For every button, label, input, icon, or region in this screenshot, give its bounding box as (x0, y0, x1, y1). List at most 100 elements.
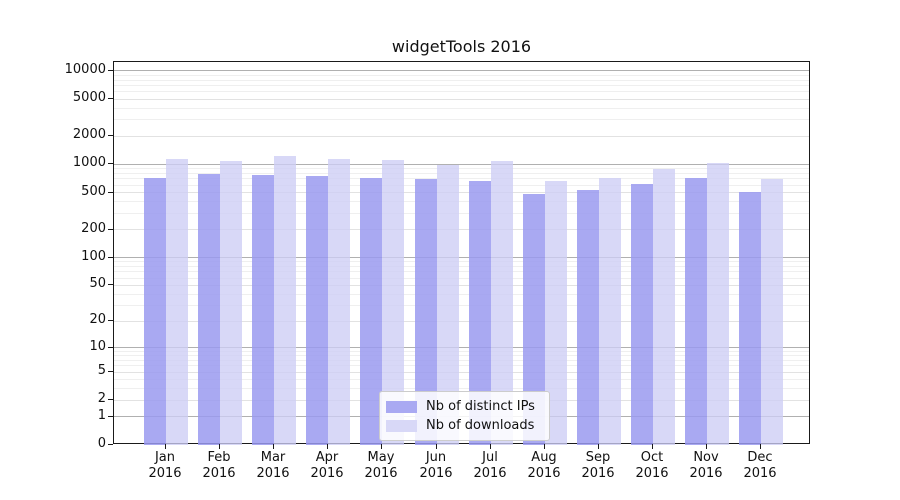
x-tick-label-may: May 2016 (364, 450, 398, 481)
minor-gridline (114, 119, 809, 120)
y-tick-mark (108, 70, 113, 71)
legend-swatch-distinct-ips (386, 400, 417, 413)
y-tick-label-2000: 2000 (72, 127, 106, 142)
legend: Nb of distinct IPs Nb of downloads (379, 391, 550, 441)
y-tick-label-100: 100 (81, 249, 106, 264)
minor-gridline (114, 388, 809, 389)
x-tick-label-jun: Jun 2016 (419, 450, 453, 481)
gridline-2000 (114, 136, 809, 137)
minor-gridline (114, 75, 809, 76)
minor-gridline (114, 271, 809, 272)
x-tick-mark (273, 444, 274, 449)
bar-downloads-sep (598, 177, 621, 445)
bar-distinct-ips-jan (144, 178, 166, 445)
y-tick-mark (108, 399, 113, 400)
minor-gridline (114, 355, 809, 356)
y-tick-mark (108, 229, 113, 230)
y-tick-label-50: 50 (89, 276, 106, 291)
bar-downloads-jan (166, 158, 188, 445)
x-tick-label-jul: Jul 2016 (473, 450, 507, 481)
y-tick-label-5000: 5000 (72, 90, 106, 105)
legend-label-distinct-ips: Nb of distinct IPs (426, 399, 535, 414)
minor-gridline (114, 294, 809, 295)
y-tick-mark (108, 444, 113, 445)
y-tick-label-500: 500 (81, 184, 106, 199)
bar-distinct-ips-dec (739, 191, 762, 445)
y-tick-label-1000: 1000 (72, 155, 106, 170)
legend-swatch-downloads (386, 419, 417, 432)
x-tick-mark (165, 444, 166, 449)
x-tick-mark (436, 444, 437, 449)
bar-distinct-ips-may (360, 178, 383, 445)
x-tick-mark (652, 444, 653, 449)
bar-distinct-ips-jul (468, 180, 491, 445)
minor-gridline (114, 213, 809, 214)
y-tick-mark (108, 320, 113, 321)
bar-distinct-ips-apr (306, 176, 329, 445)
y-tick-label-0: 0 (97, 436, 106, 451)
x-tick-label-nov: Nov 2016 (689, 450, 723, 481)
y-tick-mark (108, 98, 113, 99)
chart-title: widgetTools 2016 (391, 37, 532, 56)
y-tick-label-1: 1 (97, 408, 106, 423)
minor-gridline (114, 80, 809, 81)
minor-gridline (114, 351, 809, 352)
y-tick-label-20: 20 (89, 312, 106, 327)
x-tick-mark (706, 444, 707, 449)
y-tick-mark (108, 284, 113, 285)
minor-gridline (114, 91, 809, 92)
minor-gridline (114, 168, 809, 169)
x-tick-label-aug: Aug 2016 (527, 450, 561, 481)
bar-downloads-mar (274, 155, 297, 445)
x-tick-label-jan: Jan 2016 (148, 450, 182, 481)
y-tick-mark (108, 371, 113, 372)
gridline-1000 (114, 164, 809, 165)
bar-distinct-ips-nov (685, 178, 707, 445)
x-tick-mark (490, 444, 491, 449)
x-tick-mark (598, 444, 599, 449)
x-tick-mark (381, 444, 382, 449)
minor-gridline (114, 365, 809, 366)
minor-gridline (114, 185, 809, 186)
x-tick-mark (544, 444, 545, 449)
gridline-10 (114, 347, 809, 348)
y-tick-mark (108, 135, 113, 136)
x-tick-label-feb: Feb 2016 (202, 450, 236, 481)
bar-downloads-feb (220, 160, 243, 445)
gridline-200 (114, 229, 809, 230)
minor-gridline (114, 379, 809, 380)
bar-downloads-aug (544, 180, 567, 445)
x-tick-label-oct: Oct 2016 (635, 450, 669, 481)
x-tick-label-dec: Dec 2016 (743, 450, 777, 481)
y-tick-mark (108, 257, 113, 258)
minor-gridline (114, 261, 809, 262)
bar-downloads-apr (328, 158, 351, 445)
minor-gridline (114, 305, 809, 306)
y-tick-mark (108, 416, 113, 417)
bar-downloads-may (382, 159, 405, 445)
gridline-500 (114, 192, 809, 193)
legend-label-downloads: Nb of downloads (426, 418, 535, 433)
plot-area (113, 61, 810, 445)
bar-downloads-jun (436, 164, 459, 445)
y-tick-label-5: 5 (97, 363, 106, 378)
gridline-50 (114, 285, 809, 286)
minor-gridline (114, 266, 809, 267)
bar-downloads-nov (707, 162, 729, 445)
minor-gridline (114, 178, 809, 179)
gridline-5000 (114, 99, 809, 100)
bar-distinct-ips-oct (630, 183, 653, 445)
minor-gridline (114, 85, 809, 86)
bar-downloads-dec (761, 178, 784, 445)
x-tick-label-apr: Apr 2016 (310, 450, 344, 481)
legend-item-distinct-ips: Nb of distinct IPs (386, 397, 535, 416)
minor-gridline (114, 108, 809, 109)
bar-distinct-ips-feb (198, 174, 221, 445)
gridline-10000 (114, 70, 809, 71)
x-tick-label-mar: Mar 2016 (256, 450, 290, 481)
gridline-5 (114, 372, 809, 373)
legend-item-downloads: Nb of downloads (386, 416, 535, 435)
y-tick-mark (108, 347, 113, 348)
y-tick-label-200: 200 (81, 221, 106, 236)
